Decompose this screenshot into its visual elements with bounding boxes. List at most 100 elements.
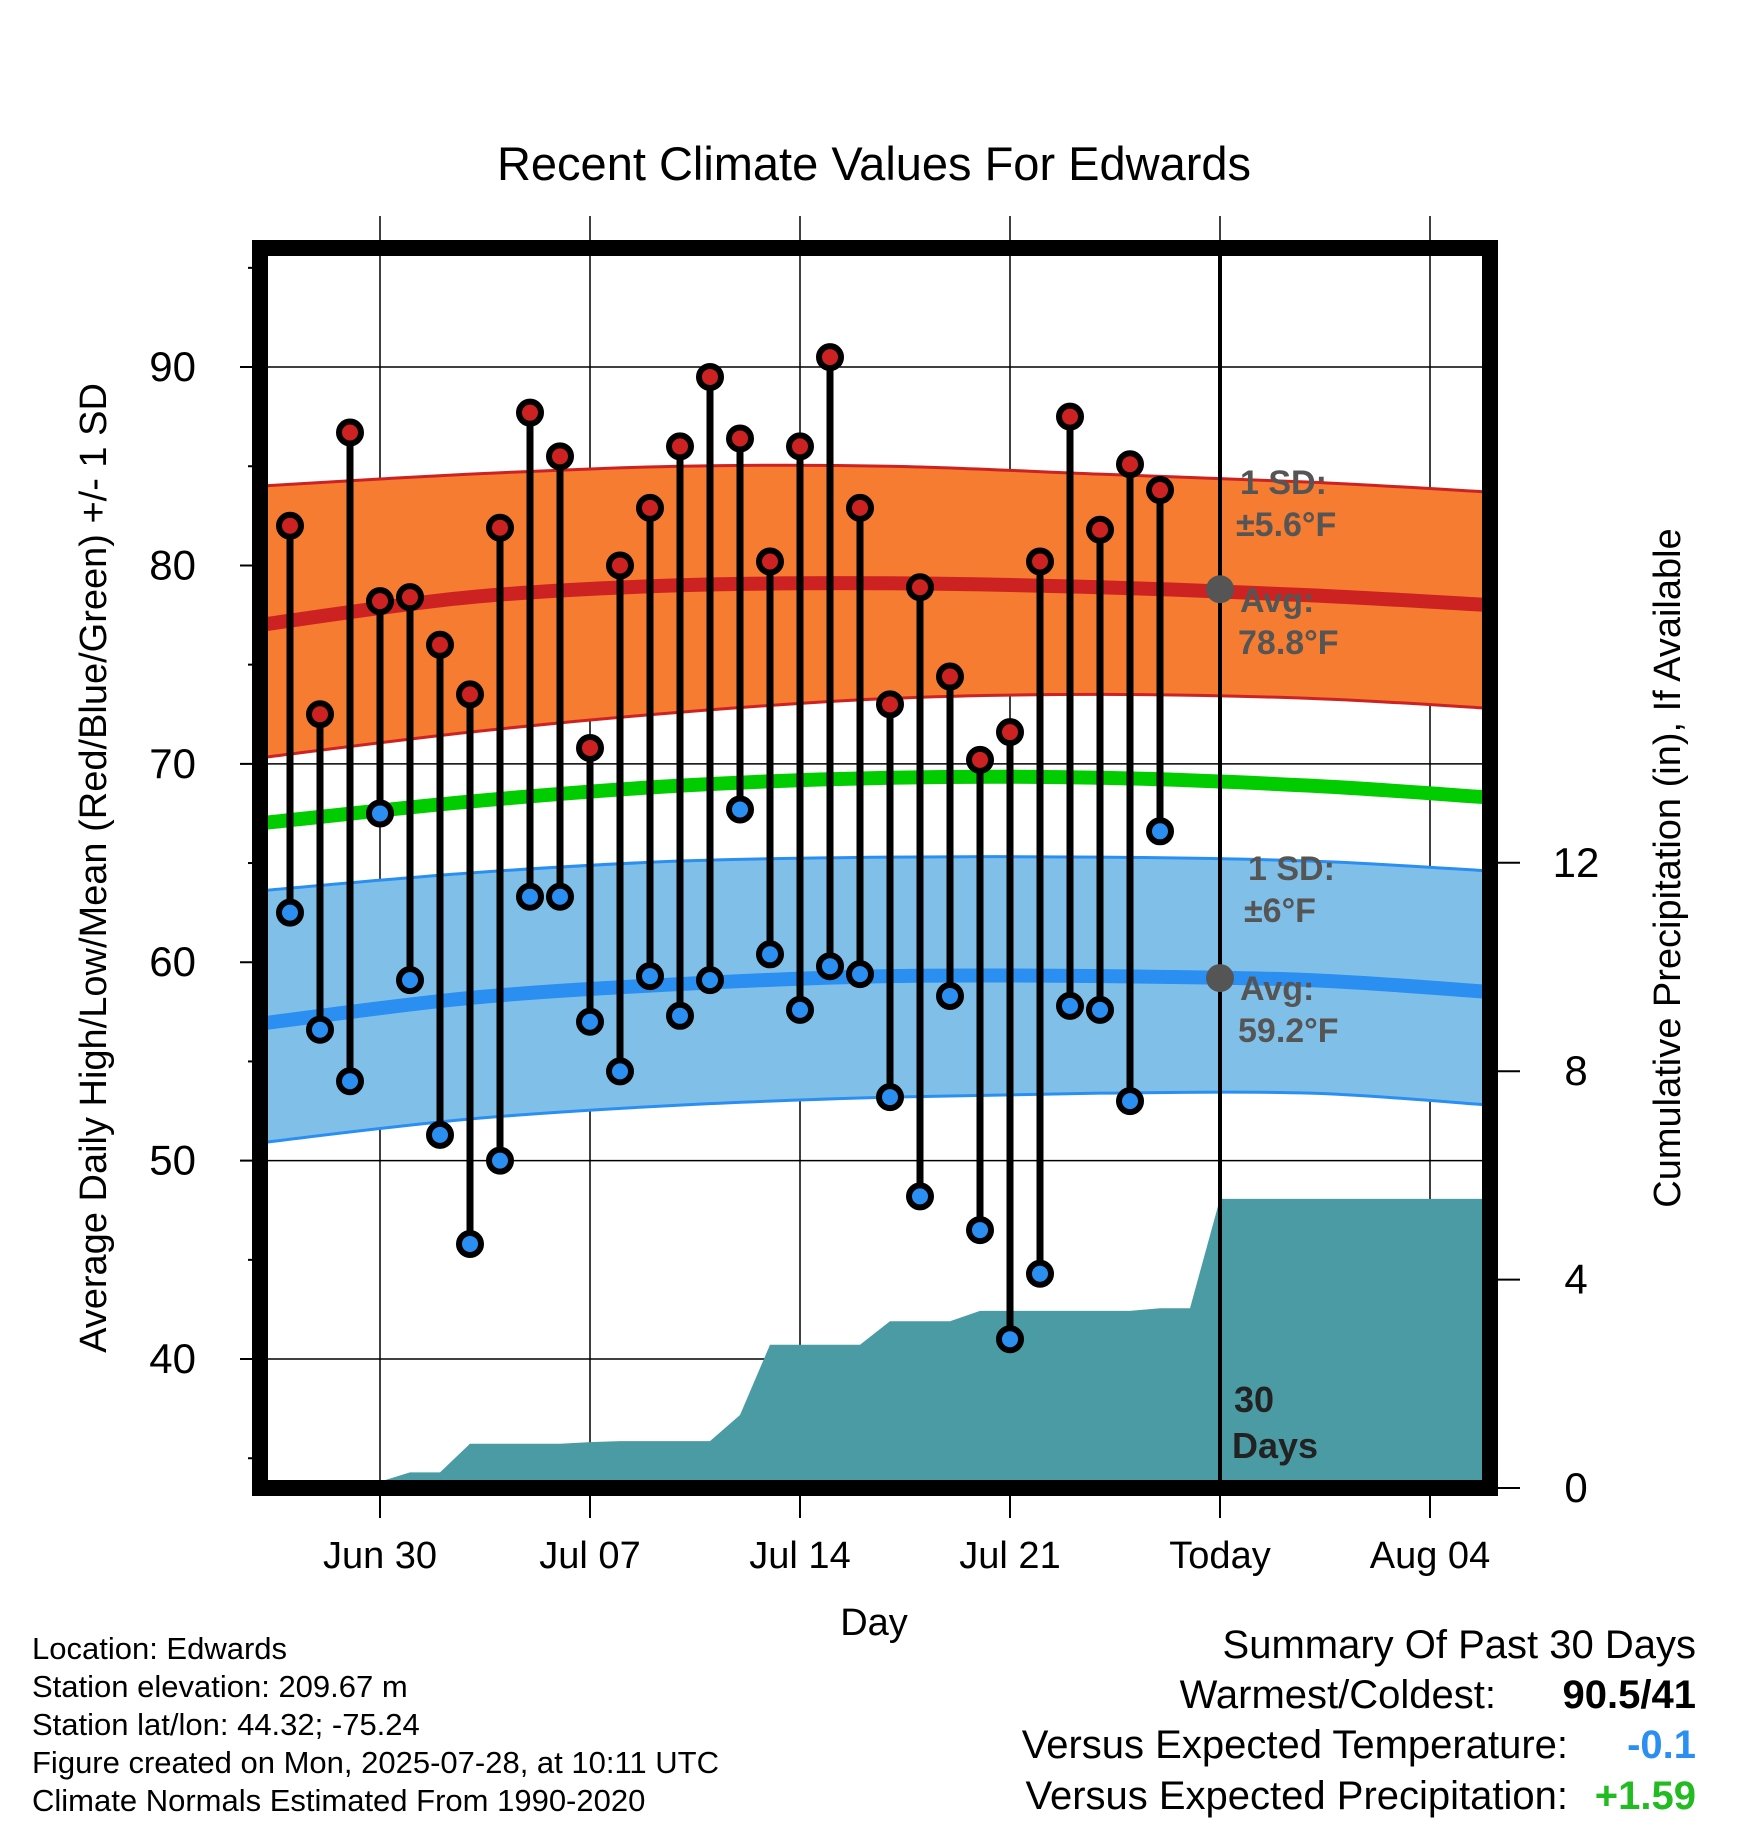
daily-low-point <box>696 966 724 995</box>
summary-temp-value: -0.1 <box>1627 1723 1696 1767</box>
daily-high-point <box>726 424 754 453</box>
y-left-tick-label: 40 <box>149 1335 196 1382</box>
x-tick-label: Jul 21 <box>959 1535 1060 1577</box>
daily-high-point <box>426 630 454 659</box>
y-left-tick-label: 50 <box>149 1137 196 1184</box>
daily-high-point <box>816 343 844 372</box>
daily-high-point <box>366 587 394 616</box>
daily-high-point <box>306 700 334 729</box>
y-left-tick-label: 70 <box>149 740 196 787</box>
low-sd-band <box>260 856 1490 1143</box>
daily-high-point <box>846 493 874 522</box>
low-sd-label: 1 SD: <box>1248 850 1335 888</box>
daily-low-point <box>906 1182 934 1211</box>
info-normals: Climate Normals Estimated From 1990-2020 <box>32 1783 646 1818</box>
daily-low-point <box>546 882 574 911</box>
high-avg-value: 78.8°F <box>1238 624 1339 662</box>
info-elevation: Station elevation: 209.67 m <box>32 1669 408 1704</box>
y-right-tick-label: 0 <box>1564 1464 1587 1511</box>
daily-high-point <box>576 733 604 762</box>
y-axis-right-label: Cumulative Precipitation (in), If Availa… <box>1647 528 1689 1207</box>
daily-low-point <box>396 966 424 995</box>
y-left-tick-label: 60 <box>149 938 196 985</box>
daily-high-point <box>516 398 544 427</box>
y-right-tick-label: 12 <box>1553 839 1600 886</box>
x-tick-label: Jun 30 <box>323 1535 437 1577</box>
daily-low-point <box>486 1146 514 1175</box>
info-latlon: Station lat/lon: 44.32; -75.24 <box>32 1707 420 1742</box>
station-info: Location: Edwards Station elevation: 209… <box>32 1630 719 1820</box>
normal-annotations: 1 SD: ±5.6°F Avg: 78.8°F 1 SD: ±6°F Avg: 59.2°F <box>1206 464 1339 1050</box>
daily-high-point <box>456 680 484 709</box>
daily-low-point <box>876 1083 904 1112</box>
summary-temp-label: Versus Expected Temperature: <box>1021 1723 1568 1767</box>
daily-high-point <box>696 362 724 391</box>
daily-high-point <box>1086 515 1114 544</box>
precipitation-area <box>260 1198 1490 1488</box>
low-avg-value: 59.2°F <box>1238 1012 1339 1050</box>
today-marker: 30 Days <box>1218 248 1318 1488</box>
high-avg-label: Avg: <box>1240 582 1314 620</box>
low-sd-value: ±6°F <box>1244 892 1316 930</box>
daily-high-point <box>1116 450 1144 479</box>
summary-warmest-value: 90.5/41 <box>1562 1673 1696 1717</box>
daily-low-point <box>456 1229 484 1258</box>
window-days-number: 30 <box>1234 1379 1274 1420</box>
x-tick-label: Aug 04 <box>1370 1535 1490 1577</box>
daily-low-point <box>606 1057 634 1086</box>
daily-low-point <box>936 981 964 1010</box>
y-left-tick-label: 90 <box>149 343 196 390</box>
daily-low-point <box>846 960 874 989</box>
high-avg-marker <box>1206 575 1234 604</box>
mean-normal-line <box>259 769 1491 831</box>
daily-high-point <box>1056 402 1084 431</box>
daily-high-point <box>666 432 694 461</box>
daily-high-point <box>276 511 304 540</box>
daily-high-point <box>876 690 904 719</box>
daily-low-point <box>276 898 304 927</box>
daily-low-point <box>726 795 754 824</box>
daily-high-point <box>966 745 994 774</box>
daily-low-point <box>666 1001 694 1030</box>
plot-frame <box>252 240 1498 1496</box>
summary-warmest-label: Warmest/Coldest: <box>1179 1673 1496 1717</box>
x-axis-label: Day <box>840 1602 908 1644</box>
daily-high-point <box>396 583 424 612</box>
chart-title: Recent Climate Values For Edwards <box>497 137 1251 190</box>
daily-temperature-bars <box>276 343 1174 1354</box>
high-sd-label: 1 SD: <box>1240 464 1327 502</box>
daily-low-point <box>366 799 394 828</box>
daily-low-point <box>1116 1087 1144 1116</box>
daily-high-point <box>486 513 514 542</box>
daily-low-point <box>1056 991 1084 1020</box>
daily-high-point <box>636 493 664 522</box>
daily-high-point <box>606 551 634 580</box>
daily-low-point <box>966 1216 994 1245</box>
daily-high-point <box>936 662 964 691</box>
window-days-word: Days <box>1232 1425 1318 1466</box>
daily-high-point <box>336 418 364 447</box>
low-avg-marker <box>1206 964 1234 993</box>
daily-low-point <box>1146 817 1174 846</box>
daily-low-point <box>1086 995 1114 1024</box>
daily-low-point <box>576 1007 604 1036</box>
daily-low-point <box>516 882 544 911</box>
daily-low-point <box>816 952 844 981</box>
daily-high-point <box>996 718 1024 747</box>
low-avg-label: Avg: <box>1240 970 1314 1008</box>
high-sd-band <box>260 465 1490 758</box>
high-normal-line <box>259 576 1491 632</box>
daily-high-point <box>756 547 784 576</box>
summary-precip-label: Versus Expected Precipitation: <box>1025 1774 1568 1818</box>
summary-precip-value: +1.59 <box>1594 1774 1696 1818</box>
daily-low-point <box>336 1067 364 1096</box>
y-left-tick-label: 80 <box>149 541 196 588</box>
x-tick-label: Jul 07 <box>539 1535 640 1577</box>
axes: Jun 30 Jul 07 Jul 14 Jul 21 Today Aug 0440506… <box>149 266 1600 1577</box>
daily-low-point <box>756 940 784 969</box>
daily-low-point <box>1026 1259 1054 1288</box>
high-sd-upper-line <box>259 463 1491 494</box>
x-tick-label: Today <box>1169 1535 1270 1577</box>
daily-high-point <box>1026 547 1054 576</box>
